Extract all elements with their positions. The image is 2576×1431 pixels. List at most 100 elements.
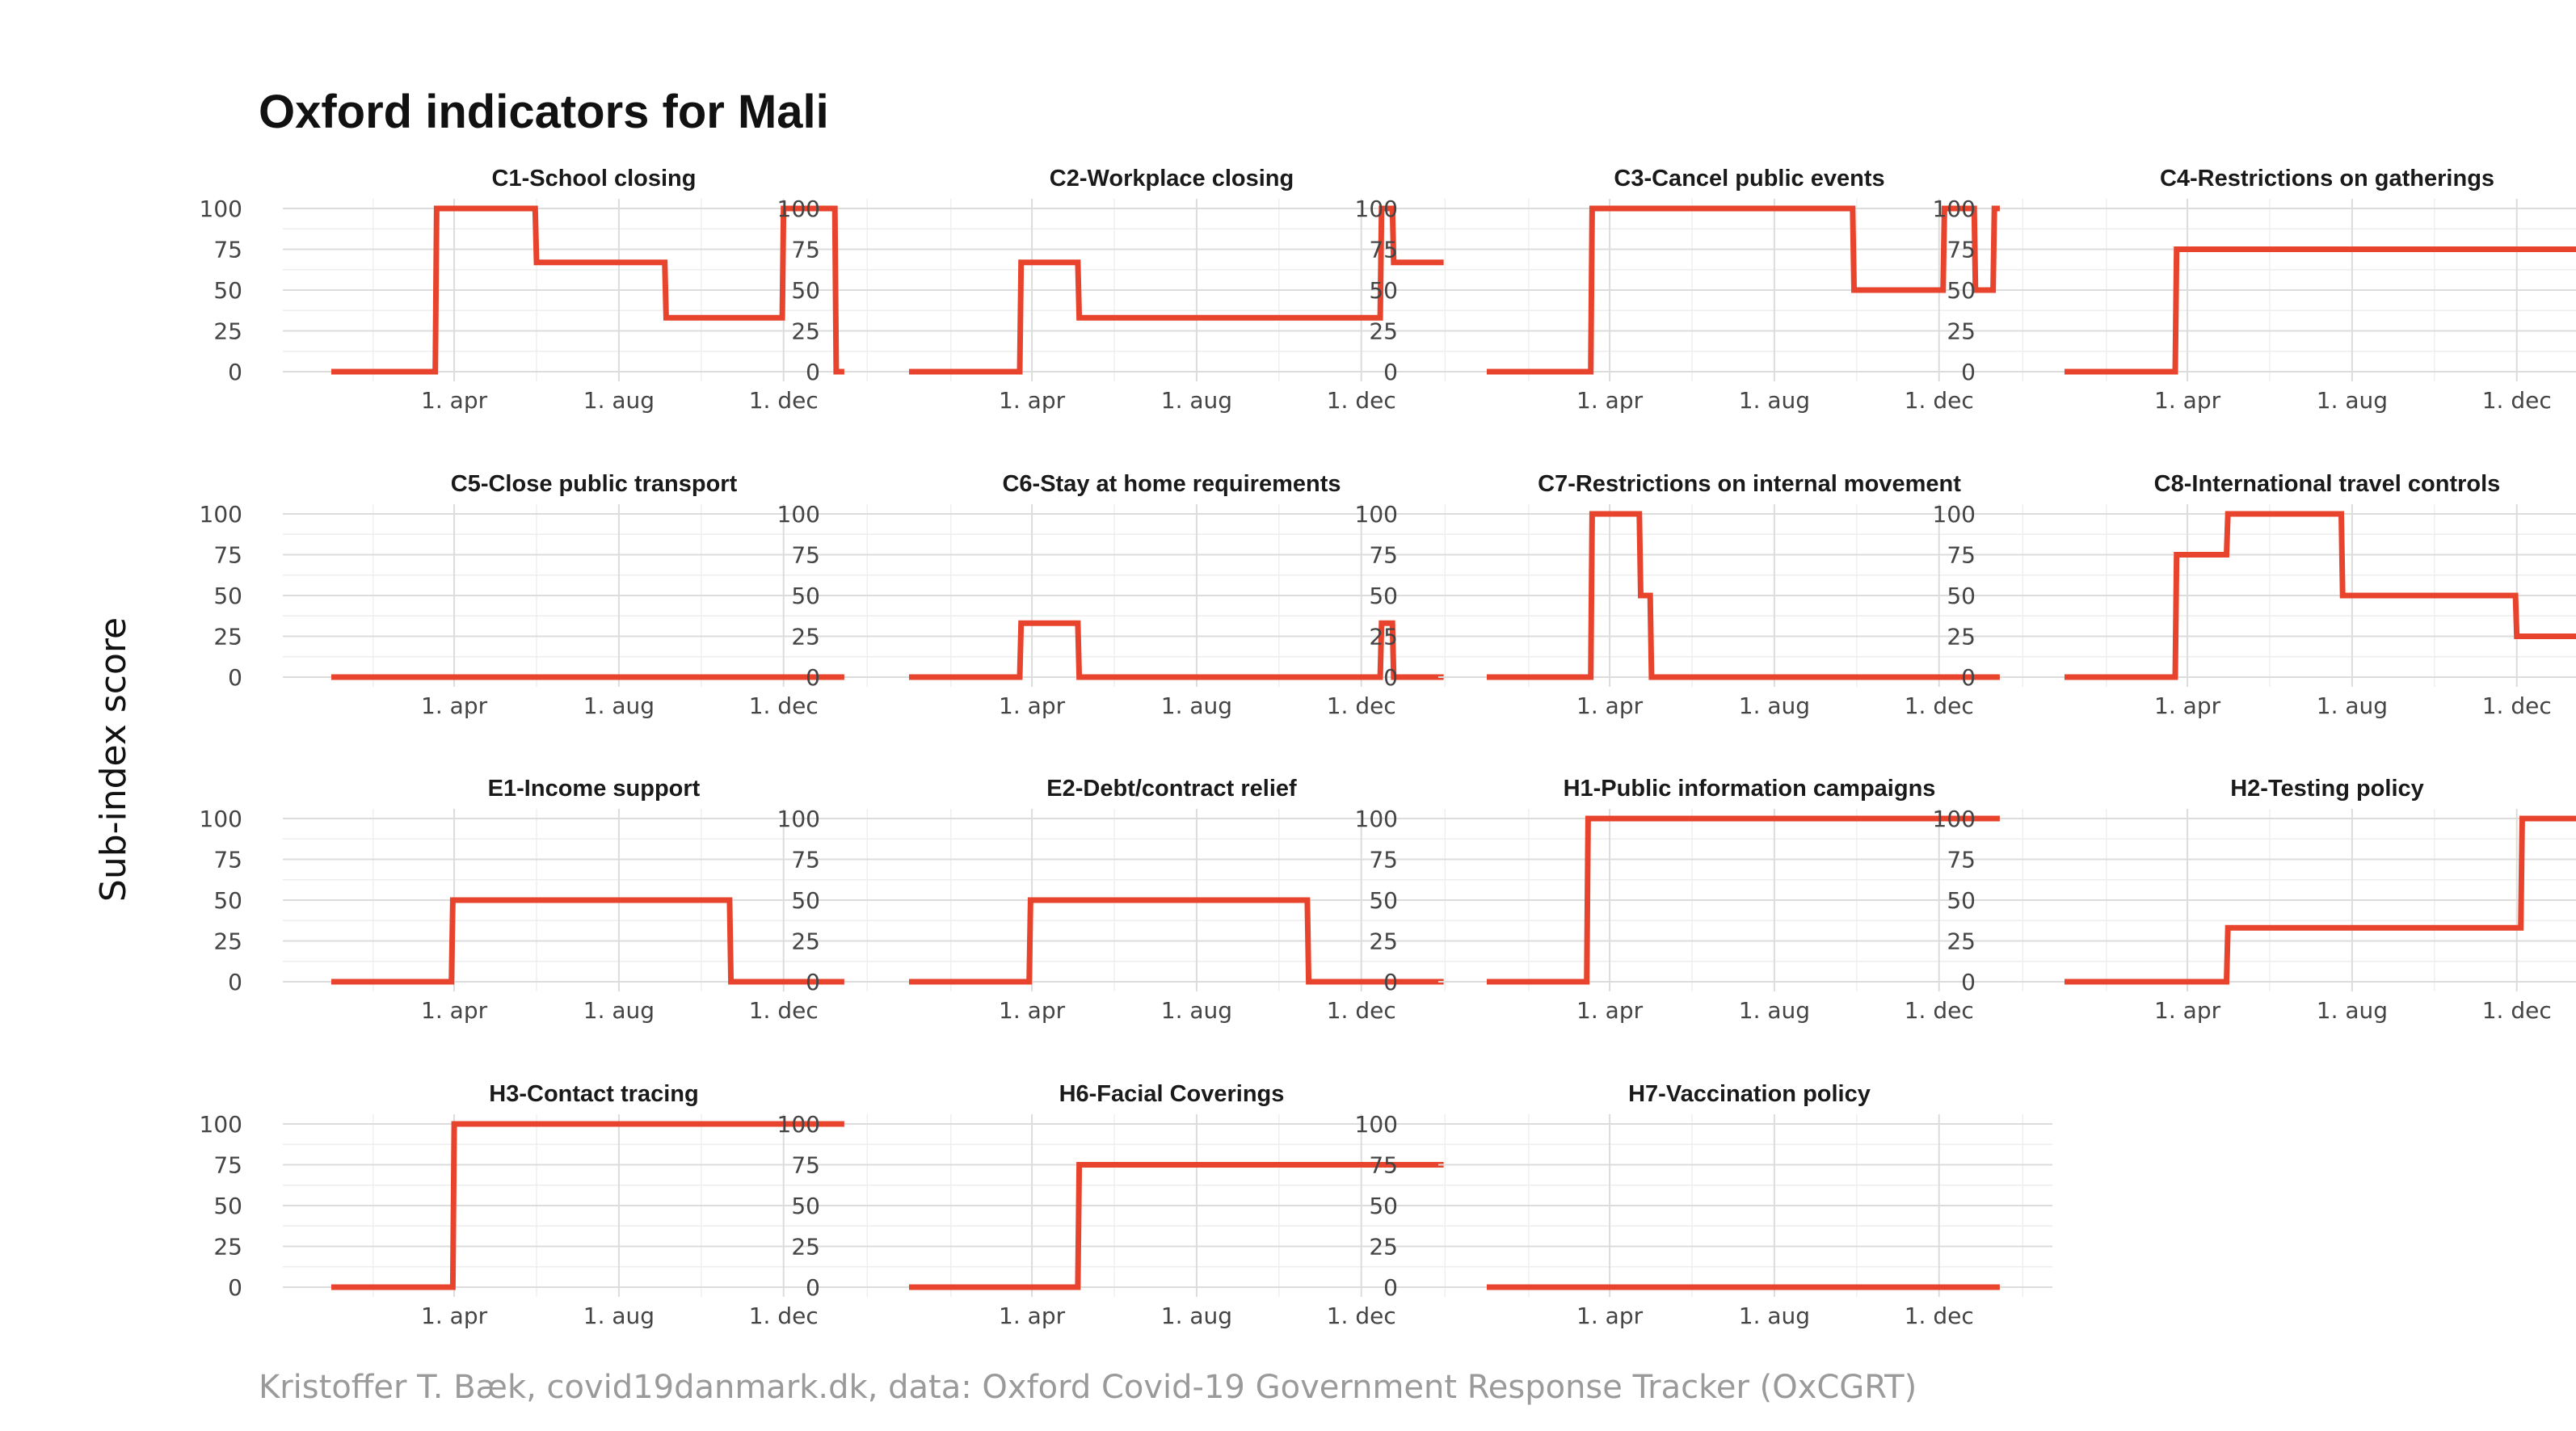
- y-tick-label: 100: [1355, 196, 1398, 222]
- x-tick-label: 1. aug: [1161, 692, 1232, 719]
- x-tick-label: 1. apr: [2154, 692, 2221, 719]
- y-tick-label: 75: [1369, 1152, 1398, 1179]
- y-tick-label: 0: [228, 969, 242, 995]
- y-tick-label: 75: [213, 1152, 242, 1179]
- panel-title: H3-Contact tracing: [489, 1081, 698, 1107]
- panel-title: C7-Restrictions on internal movement: [1538, 471, 1961, 497]
- facet-panel: C8-International travel controls 0 25 50 75 1…: [1933, 471, 2576, 719]
- panel-title: C2-Workplace closing: [1050, 166, 1294, 192]
- y-tick-label: 100: [777, 806, 820, 832]
- facet-panel: H7-Vaccination policy 0 25 50 75 100 1. apr 1. …: [1355, 1081, 2052, 1329]
- x-tick-label: 1. aug: [1161, 997, 1232, 1024]
- facet-panel: H6-Facial Coverings 0 25 50 75 100 1. apr 1. au…: [777, 1081, 1475, 1329]
- x-tick-label: 1. aug: [583, 1303, 655, 1329]
- x-tick-label: 1. apr: [1576, 692, 1644, 719]
- y-tick-label: 25: [213, 1234, 242, 1261]
- y-tick-label: 75: [791, 847, 820, 873]
- y-tick-label: 25: [791, 624, 820, 650]
- y-tick-label: 0: [1961, 359, 1976, 385]
- series-line: [331, 205, 844, 375]
- x-tick-label: 1. aug: [2317, 387, 2388, 414]
- x-tick-label: 1. dec: [1905, 692, 1974, 719]
- y-tick-label: 100: [1355, 501, 1398, 528]
- y-tick-label: 25: [791, 318, 820, 345]
- y-tick-label: 75: [791, 542, 820, 569]
- y-tick-label: 75: [1369, 237, 1398, 263]
- y-tick-label: 0: [1961, 664, 1976, 691]
- y-tick-label: 25: [791, 1234, 820, 1261]
- y-tick-label: 100: [1355, 1111, 1398, 1138]
- y-tick-label: 100: [1933, 501, 1976, 528]
- panel-title: C6-Stay at home requirements: [1002, 471, 1341, 497]
- x-tick-label: 1. apr: [999, 997, 1066, 1024]
- y-tick-label: 75: [1947, 542, 1976, 569]
- x-tick-label: 1. dec: [1905, 1303, 1974, 1329]
- x-tick-label: 1. dec: [749, 692, 819, 719]
- y-tick-label: 0: [1961, 969, 1976, 995]
- y-tick-label: 100: [777, 1111, 820, 1138]
- y-tick-label: 0: [1383, 1274, 1398, 1301]
- series-line: [331, 897, 844, 985]
- x-tick-label: 1. apr: [1576, 997, 1644, 1024]
- y-tick-label: 0: [806, 359, 820, 385]
- y-tick-label: 75: [213, 847, 242, 873]
- y-tick-label: 0: [228, 664, 242, 691]
- y-tick-label: 50: [1947, 887, 1976, 914]
- x-tick-label: 1. apr: [999, 387, 1066, 414]
- facet-panel: C5-Close public transport 0 25 50 75 100 1. ap…: [200, 471, 897, 719]
- series-line: [909, 897, 1444, 985]
- chart-title: Oxford indicators for Mali: [259, 86, 829, 138]
- y-axis-label: Sub-index score: [93, 617, 134, 902]
- panel-title: H6-Facial Coverings: [1059, 1081, 1285, 1107]
- panel-title: C5-Close public transport: [451, 471, 738, 497]
- y-tick-label: 50: [1947, 583, 1976, 609]
- y-tick-label: 100: [777, 196, 820, 222]
- x-tick-label: 1. dec: [1327, 692, 1396, 719]
- facet-panel: C4-Restrictions on gatherings 0 25 50 75 100 1…: [1933, 166, 2576, 414]
- series-line: [1487, 815, 2000, 985]
- panel-title: C1-School closing: [492, 166, 697, 192]
- facet-panel: C7-Restrictions on internal movement 0 25 5…: [1355, 471, 2052, 719]
- facet-panel: C2-Workplace closing 0 25 50 75 100 1. apr 1. a…: [777, 166, 1475, 414]
- facet-panel: H3-Contact tracing 0 25 50 75 100 1. apr 1. aug…: [200, 1081, 897, 1329]
- x-tick-label: 1. apr: [1576, 387, 1644, 414]
- facet-panels: C1-School closing 0 25 50 75 100 1. apr 1. aug 1…: [200, 166, 2576, 1329]
- x-tick-label: 1. dec: [1905, 387, 1974, 414]
- y-tick-label: 50: [213, 887, 242, 914]
- x-tick-label: 1. aug: [1739, 1303, 1810, 1329]
- y-tick-label: 100: [200, 806, 242, 832]
- x-tick-label: 1. dec: [749, 1303, 819, 1329]
- panel-title: E1-Income support: [488, 776, 701, 802]
- caption: Kristoffer T. Bæk, covid19danmark.dk, da…: [259, 1369, 1917, 1406]
- y-tick-label: 0: [1383, 359, 1398, 385]
- x-tick-label: 1. dec: [1327, 1303, 1396, 1329]
- y-tick-label: 50: [213, 277, 242, 304]
- x-tick-label: 1. dec: [2482, 387, 2552, 414]
- y-tick-label: 25: [1369, 318, 1398, 345]
- panel-title: C4-Restrictions on gatherings: [2160, 166, 2494, 192]
- y-tick-label: 50: [213, 583, 242, 609]
- y-tick-label: 50: [1369, 887, 1398, 914]
- facet-panel: E1-Income support 0 25 50 75 100 1. apr 1. aug 1…: [200, 776, 897, 1024]
- y-tick-label: 50: [1369, 583, 1398, 609]
- y-tick-label: 25: [1369, 928, 1398, 955]
- x-tick-label: 1. dec: [1905, 997, 1974, 1024]
- facet-panel: C1-School closing 0 25 50 75 100 1. apr 1. aug 1…: [200, 166, 897, 414]
- y-tick-label: 75: [1947, 847, 1976, 873]
- y-tick-label: 25: [213, 928, 242, 955]
- x-tick-label: 1. apr: [421, 1303, 488, 1329]
- y-tick-label: 75: [791, 1152, 820, 1179]
- x-tick-label: 1. dec: [2482, 692, 2552, 719]
- x-tick-label: 1. aug: [2317, 997, 2388, 1024]
- panel-title: C3-Cancel public events: [1614, 166, 1884, 192]
- y-tick-label: 100: [200, 501, 242, 528]
- y-tick-label: 50: [791, 277, 820, 304]
- y-tick-label: 25: [1369, 1234, 1398, 1261]
- facet-panel: H1-Public information campaigns 0 25 50 75 10…: [1355, 776, 2052, 1024]
- series-line: [2065, 815, 2576, 985]
- facet-panel: E2-Debt/contract relief 0 25 50 75 100 1. apr 1…: [777, 776, 1475, 1024]
- series-line: [331, 1121, 844, 1290]
- x-tick-label: 1. apr: [2154, 997, 2221, 1024]
- x-tick-label: 1. aug: [1739, 692, 1810, 719]
